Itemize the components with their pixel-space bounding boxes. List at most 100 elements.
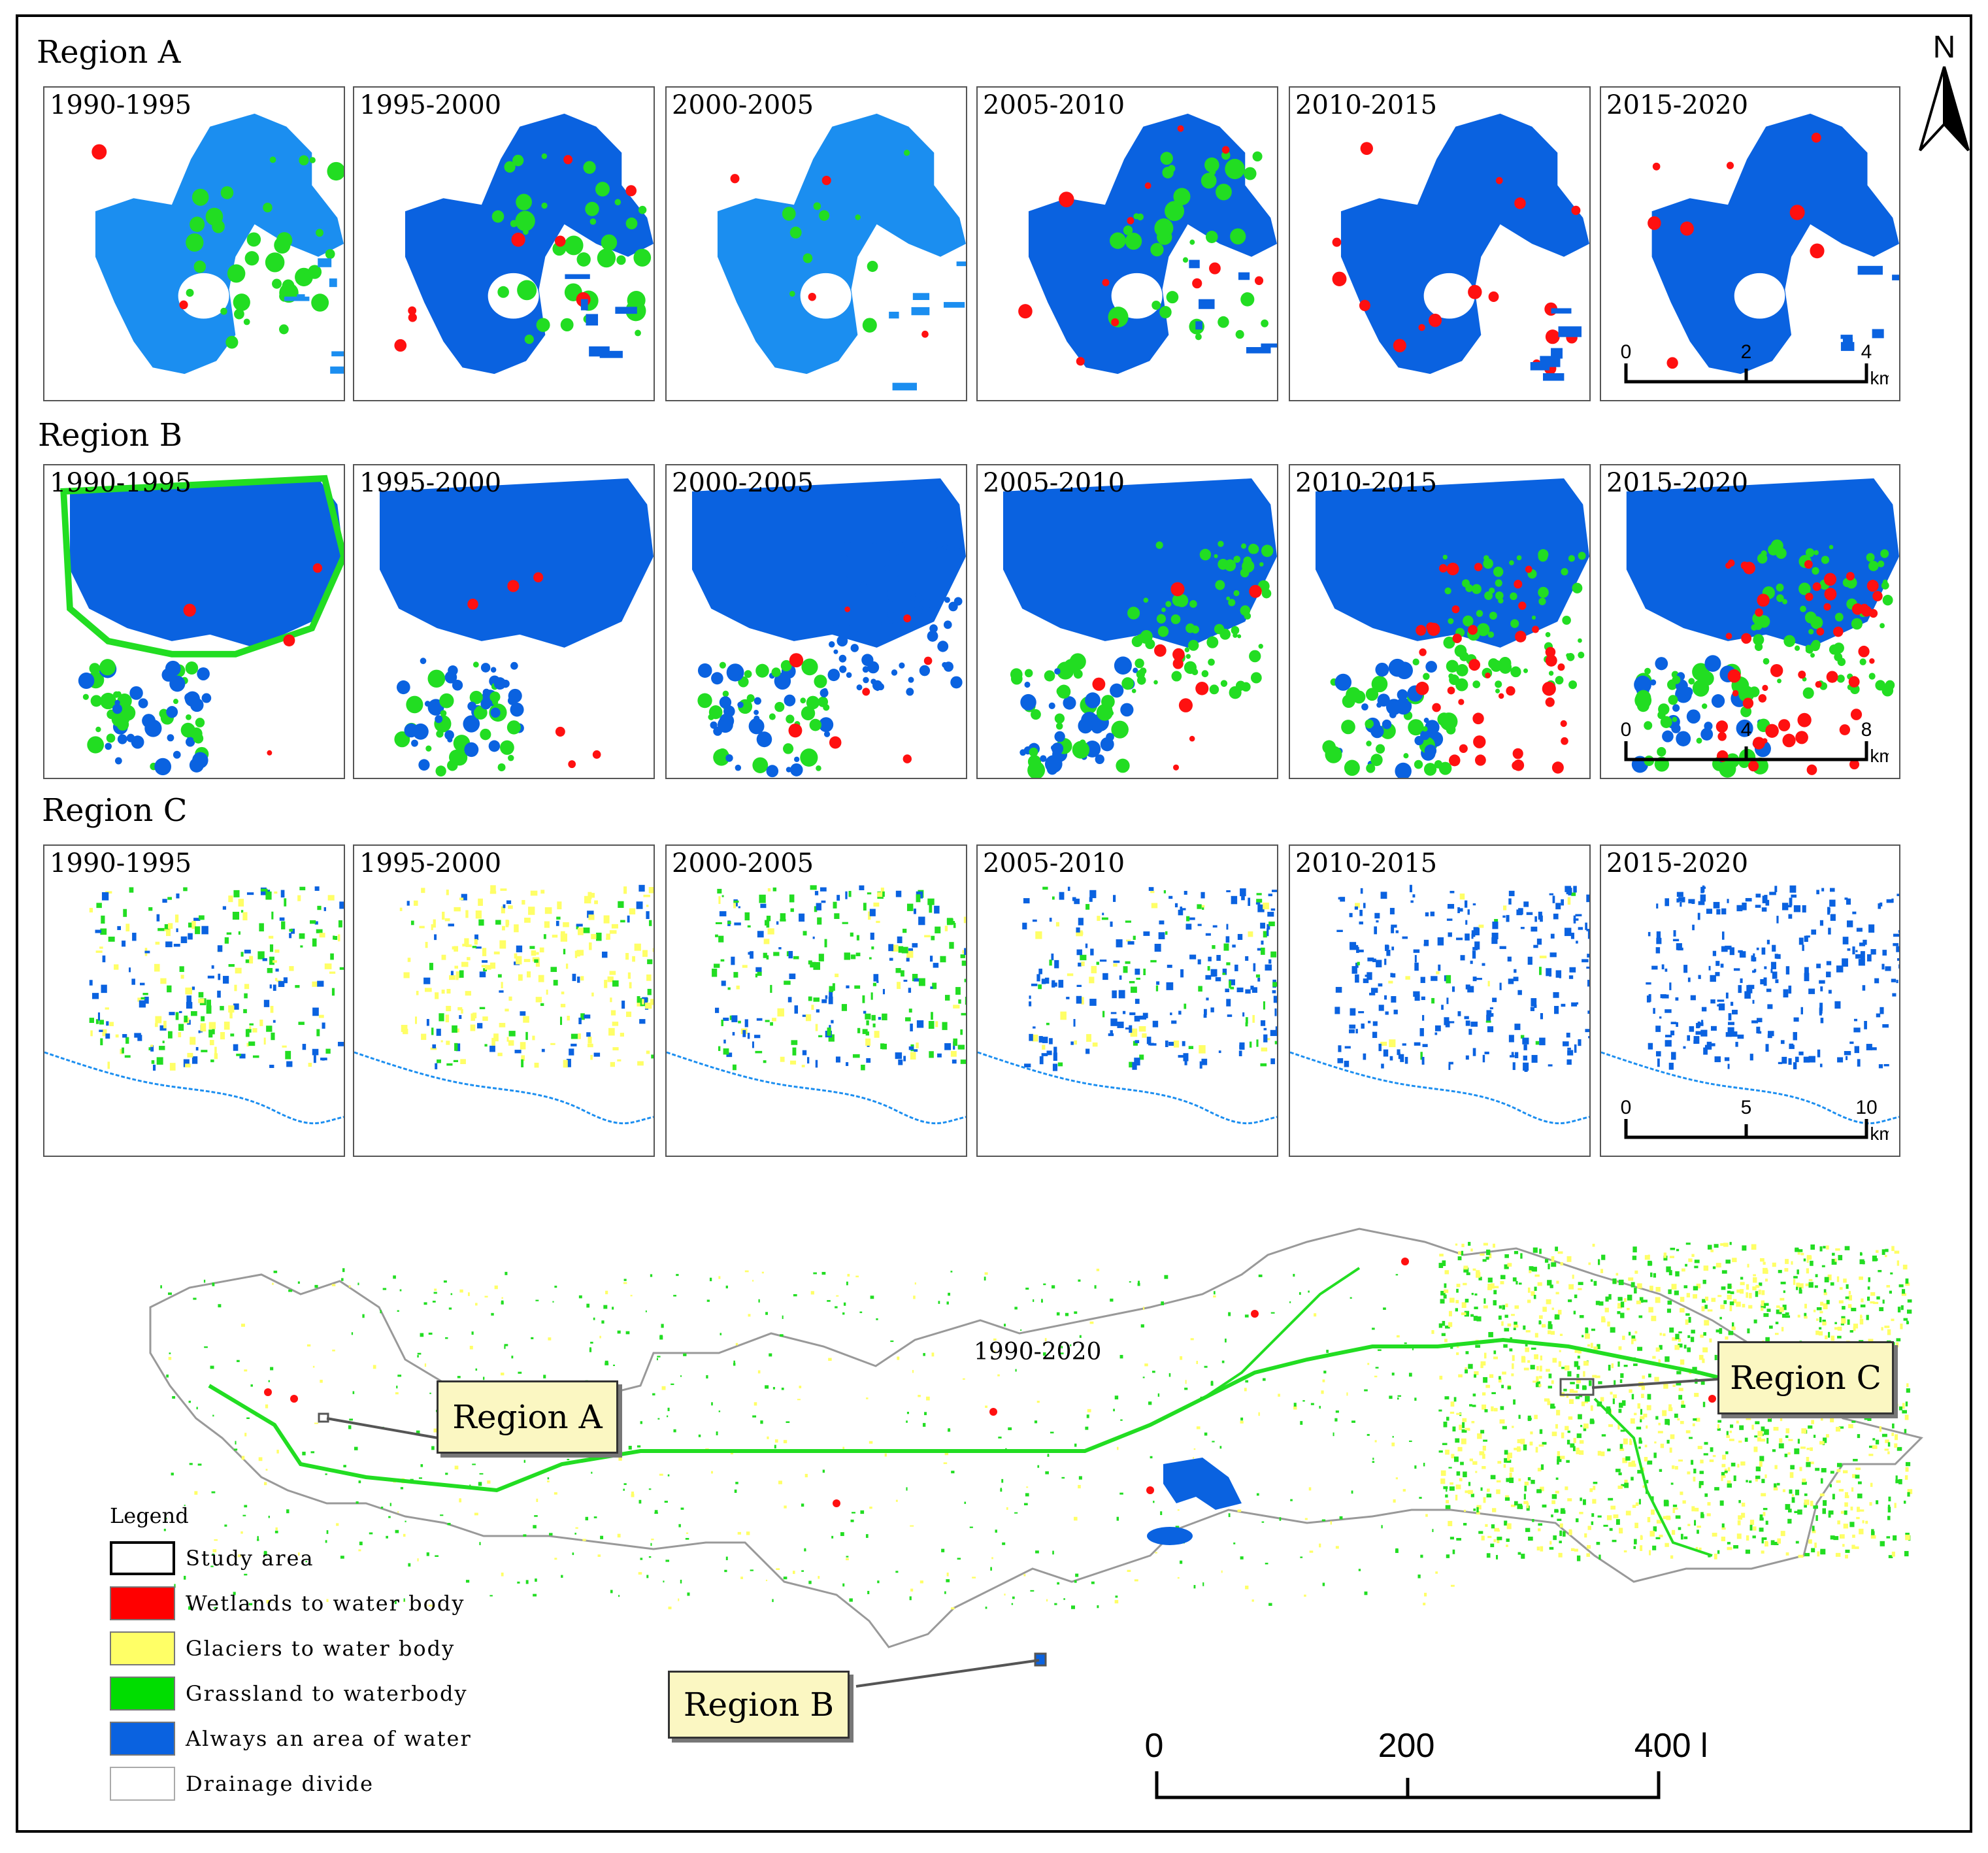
region-b-period-label-1: 1990-1995 [50, 468, 192, 498]
scale-tick-1: 4 [1741, 719, 1752, 741]
region-c-period-label-1: 1990-1995 [50, 848, 192, 878]
scale-tick-0: 0 [1621, 1097, 1632, 1118]
legend-item: Drainage divide [110, 1767, 374, 1801]
region-c-panel-5: 2010-2015 [1289, 844, 1591, 1157]
legend-title: Legend [110, 1503, 189, 1528]
region-c-panel-3: 2000-2005 [665, 844, 967, 1157]
region-b-panel-1: 1990-1995 [43, 464, 345, 779]
region-b-panel-6: 2015-2020 0 4 8 km [1600, 464, 1900, 779]
legend-label: Glaciers to water body [186, 1636, 456, 1661]
region-c-map-5 [1290, 884, 1589, 1124]
north-label: N [1933, 30, 1956, 65]
overview-scale-tick-1: 200 [1378, 1727, 1435, 1765]
legend-swatch [110, 1541, 175, 1575]
region-c-panel-2: 1995-2000 [353, 844, 655, 1157]
study-area-outline [149, 1227, 1923, 1648]
overview-scale-bar: 0 200 400 km [1131, 1726, 1746, 1811]
region-a-panel-2: 1995-2000 [353, 86, 655, 401]
region-a-map-6 [1648, 113, 1899, 375]
region-b-scale-bar: 0 4 8 km [1614, 709, 1889, 774]
tributary-river-2 [1593, 1397, 1713, 1557]
legend-swatch [110, 1722, 175, 1756]
region-b-period-label-4: 2005-2010 [983, 468, 1125, 498]
scale-tick-1: 5 [1741, 1097, 1752, 1118]
region-a-map-3 [717, 113, 966, 391]
legend-label: Grassland to waterbody [186, 1681, 468, 1706]
callout-region-a: Region A [437, 1380, 618, 1454]
region-a-map-5 [1332, 113, 1589, 381]
region-c-scale-bar: 0 5 10 km [1614, 1086, 1889, 1152]
region-a-map-2 [394, 113, 654, 375]
main-river [208, 1337, 1752, 1493]
legend-item: Glaciers to water body [110, 1631, 455, 1665]
legend-label: Always an area of water [186, 1726, 472, 1751]
region-b-period-label-3: 2000-2005 [672, 468, 814, 498]
scale-tick-2: 8 [1861, 719, 1872, 741]
scale-tick-2: 10 [1855, 1097, 1877, 1118]
scale-unit: km [1870, 368, 1889, 388]
scale-tick-1: 2 [1741, 341, 1752, 363]
legend-label: Wetlands to water body [186, 1591, 465, 1616]
region-a-title: Region A [37, 34, 181, 71]
scale-unit: km [1870, 1124, 1889, 1144]
overview-scale-line [1155, 1771, 1661, 1799]
region-b-map-1 [60, 475, 344, 776]
region-a-panel-4: 2005-2010 [976, 86, 1278, 401]
region-c-period-label-4: 2005-2010 [983, 848, 1125, 878]
region-c-panel-1: 1990-1995 [43, 844, 345, 1157]
region-a-period-label-1: 1990-1995 [50, 90, 192, 120]
region-b-panel-5: 2010-2015 [1289, 464, 1591, 779]
region-c-map-3 [667, 885, 966, 1124]
legend-swatch [110, 1677, 175, 1711]
overview-scale-tick-0: 0 [1145, 1727, 1164, 1765]
region-a-scale-bar: 0 2 4 km [1614, 331, 1889, 396]
region-b-map-4 [1002, 478, 1277, 778]
north-arrow: N [1915, 26, 1974, 157]
callout-a-line [326, 1417, 439, 1439]
region-c-period-label-3: 2000-2005 [672, 848, 814, 878]
region-b-map-3 [691, 478, 966, 778]
region-a-panel-6: 2015-2020 0 2 4 km [1600, 86, 1900, 401]
legend-label: Study area [186, 1546, 314, 1571]
region-b-panel-4: 2005-2010 [976, 464, 1278, 779]
region-b-title: Region B [38, 417, 182, 454]
region-a-period-label-3: 2000-2005 [672, 90, 814, 120]
region-b-period-label-5: 2010-2015 [1295, 468, 1438, 498]
callout-c-line [1591, 1378, 1719, 1389]
region-b-panel-2: 1995-2000 [353, 464, 655, 779]
region-b-period-label-2: 1995-2000 [359, 468, 502, 498]
region-c-period-label-5: 2010-2015 [1295, 848, 1438, 878]
scale-unit: km [1870, 746, 1889, 766]
scale-tick-2: 4 [1861, 341, 1872, 363]
north-arrow-left [1919, 66, 1946, 152]
legend-item: Grassland to waterbody [110, 1677, 468, 1711]
region-a-panel-5: 2010-2015 [1289, 86, 1591, 401]
region-c-map-1 [44, 886, 344, 1124]
region-b-map-2 [379, 478, 654, 777]
legend-item: Study area [110, 1541, 314, 1575]
region-a-map-1 [91, 113, 344, 375]
legend-item: Always an area of water [110, 1722, 472, 1756]
figure-frame [16, 14, 1972, 1833]
legend-swatch [110, 1586, 175, 1620]
region-c-period-label-6: 2015-2020 [1606, 848, 1749, 878]
region-c-map-4 [978, 886, 1277, 1124]
region-a-period-label-2: 1995-2000 [359, 90, 502, 120]
north-arrow-right [1943, 66, 1970, 152]
callout-region-b: Region B [668, 1671, 850, 1739]
lake-blob [1163, 1458, 1242, 1510]
legend-swatch [110, 1767, 175, 1801]
region-b-map-5 [1315, 478, 1589, 778]
overview-map: 1990-2020 [131, 1203, 1934, 1699]
region-c-panel-6: 2015-2020 0 5 10 km [1600, 844, 1900, 1157]
callout-b-line [855, 1659, 1040, 1688]
region-c-map-6 [1601, 885, 1899, 1124]
region-a-period-label-4: 2005-2010 [983, 90, 1125, 120]
legend-item: Wetlands to water body [110, 1586, 465, 1620]
region-a-period-label-6: 2015-2020 [1606, 90, 1749, 120]
scale-tick-0: 0 [1621, 719, 1632, 741]
legend-label: Drainage divide [186, 1771, 374, 1796]
region-b-map-6 [1626, 478, 1899, 778]
overview-period-label: 1990-2020 [974, 1339, 1101, 1365]
region-a-period-label-5: 2010-2015 [1295, 90, 1438, 120]
